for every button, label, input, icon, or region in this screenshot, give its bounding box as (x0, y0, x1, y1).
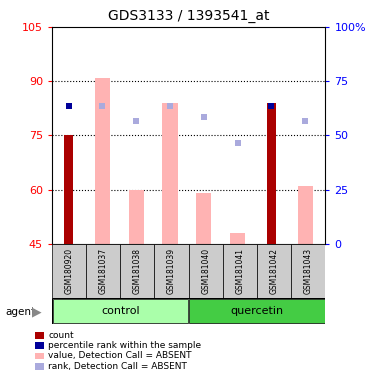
Bar (230, 233, 245, 244)
Bar (257, 244, 291, 298)
Text: ▶: ▶ (32, 305, 42, 318)
Text: GSM181040: GSM181040 (201, 248, 210, 294)
Bar (162, 103, 177, 244)
Bar (189, 244, 223, 298)
Text: control: control (101, 306, 140, 316)
Bar (223, 244, 257, 298)
Text: agent: agent (6, 307, 36, 317)
Title: GDS3133 / 1393541_at: GDS3133 / 1393541_at (108, 9, 270, 23)
Text: GSM181038: GSM181038 (133, 248, 142, 294)
Text: GSM181039: GSM181039 (167, 248, 176, 294)
Text: GSM181041: GSM181041 (235, 248, 244, 294)
Text: GSM181042: GSM181042 (270, 248, 279, 294)
Bar (120, 244, 154, 298)
Bar (154, 244, 189, 298)
Text: percentile rank within the sample: percentile rank within the sample (48, 341, 201, 350)
Text: count: count (48, 331, 74, 340)
Bar (53, 299, 188, 323)
Bar (52, 244, 86, 298)
Text: value, Detection Call = ABSENT: value, Detection Call = ABSENT (48, 351, 192, 361)
Bar (129, 190, 144, 244)
Text: GSM181043: GSM181043 (304, 248, 313, 294)
Bar (86, 244, 120, 298)
Text: quercetin: quercetin (231, 306, 283, 316)
Text: rank, Detection Call = ABSENT: rank, Detection Call = ABSENT (48, 362, 187, 371)
Bar (189, 299, 325, 323)
Bar (298, 186, 313, 244)
Text: GSM180920: GSM180920 (65, 248, 74, 294)
Bar (64, 136, 73, 244)
Bar (267, 103, 276, 244)
Bar (291, 244, 325, 298)
Bar (196, 193, 211, 244)
Bar (95, 78, 110, 244)
Text: GSM181037: GSM181037 (99, 248, 108, 294)
